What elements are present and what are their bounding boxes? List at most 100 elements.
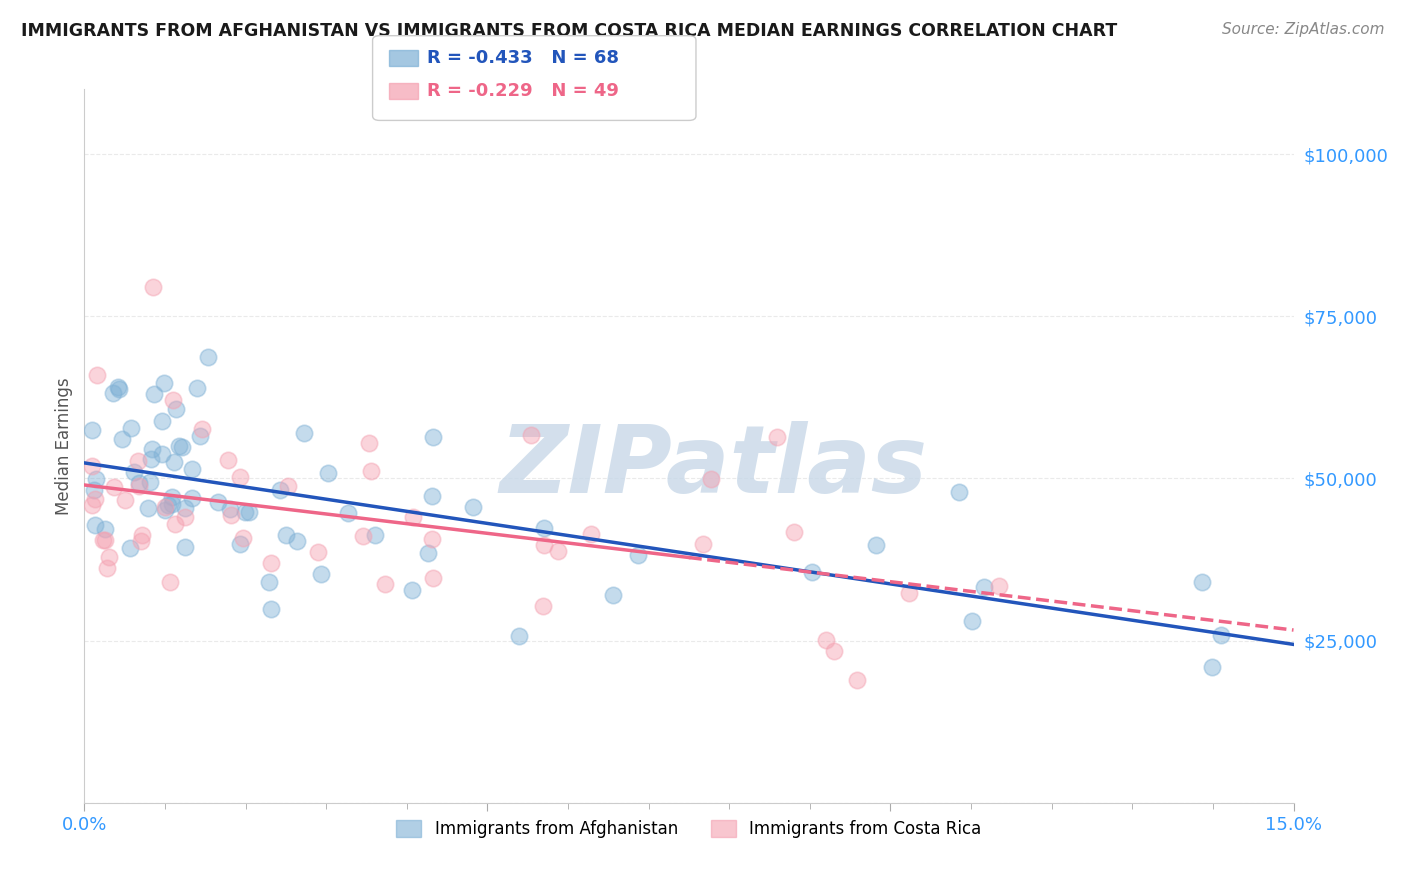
Point bbox=[91, 533, 114, 547]
Point bbox=[228, 470, 250, 484]
Point bbox=[103, 480, 125, 494]
Point bbox=[153, 500, 176, 514]
Text: Source: ZipAtlas.com: Source: ZipAtlas.com bbox=[1222, 22, 1385, 37]
Point bbox=[84, 518, 107, 533]
Point bbox=[846, 673, 869, 687]
Point bbox=[316, 466, 339, 480]
Point bbox=[422, 571, 444, 585]
Point bbox=[131, 528, 153, 542]
Point bbox=[219, 502, 242, 516]
Point bbox=[128, 475, 150, 490]
Point bbox=[217, 452, 239, 467]
Point bbox=[84, 472, 107, 486]
Point bbox=[153, 376, 176, 390]
Point bbox=[150, 447, 173, 461]
Point bbox=[174, 541, 197, 555]
Point bbox=[357, 436, 380, 450]
Point bbox=[360, 463, 382, 477]
Legend: Immigrants from Afghanistan, Immigrants from Costa Rica: Immigrants from Afghanistan, Immigrants … bbox=[389, 813, 988, 845]
Point bbox=[765, 430, 787, 444]
Point bbox=[533, 538, 555, 552]
Text: ZIPatlas: ZIPatlas bbox=[499, 421, 927, 514]
Text: R = -0.229   N = 49: R = -0.229 N = 49 bbox=[427, 82, 619, 100]
Point bbox=[96, 561, 118, 575]
Point bbox=[364, 528, 387, 542]
Point bbox=[260, 602, 283, 616]
Point bbox=[159, 574, 181, 589]
Point bbox=[292, 425, 315, 440]
Point bbox=[699, 472, 721, 486]
Point bbox=[160, 497, 183, 511]
Point bbox=[420, 532, 443, 546]
Point bbox=[180, 491, 202, 506]
Point bbox=[352, 529, 374, 543]
Point bbox=[82, 459, 104, 474]
Point bbox=[136, 501, 159, 516]
Point bbox=[172, 440, 194, 454]
Point bbox=[180, 462, 202, 476]
Point bbox=[108, 382, 131, 396]
Point bbox=[197, 350, 219, 364]
Point bbox=[103, 385, 125, 400]
Point bbox=[260, 556, 283, 570]
Point bbox=[960, 614, 983, 628]
Point bbox=[142, 387, 165, 401]
Point bbox=[988, 579, 1011, 593]
Point bbox=[229, 537, 252, 551]
Point bbox=[139, 475, 162, 489]
Point bbox=[238, 506, 260, 520]
Point bbox=[84, 492, 107, 507]
Point bbox=[898, 585, 921, 599]
Point bbox=[508, 630, 530, 644]
Point bbox=[533, 521, 555, 535]
Point bbox=[823, 644, 845, 658]
Point bbox=[191, 422, 214, 436]
Point bbox=[82, 499, 104, 513]
Point bbox=[274, 527, 297, 541]
Point bbox=[1201, 660, 1223, 674]
Point bbox=[402, 510, 425, 524]
Point bbox=[163, 517, 186, 532]
Point bbox=[1209, 628, 1232, 642]
Point bbox=[783, 524, 806, 539]
Point bbox=[531, 599, 554, 613]
Point bbox=[374, 577, 396, 591]
Point bbox=[948, 485, 970, 500]
Text: IMMIGRANTS FROM AFGHANISTAN VS IMMIGRANTS FROM COSTA RICA MEDIAN EARNINGS CORREL: IMMIGRANTS FROM AFGHANISTAN VS IMMIGRANT… bbox=[21, 22, 1118, 40]
Point bbox=[257, 574, 280, 589]
Point bbox=[162, 454, 184, 468]
Point bbox=[416, 546, 439, 560]
Point bbox=[815, 632, 838, 647]
Point bbox=[520, 428, 543, 442]
Point bbox=[547, 544, 569, 558]
Point bbox=[165, 402, 187, 417]
Point bbox=[160, 490, 183, 504]
Point bbox=[422, 429, 444, 443]
Point bbox=[120, 421, 142, 435]
Point bbox=[865, 538, 887, 552]
Point bbox=[94, 533, 117, 547]
Text: R = -0.433   N = 68: R = -0.433 N = 68 bbox=[427, 49, 620, 67]
Point bbox=[579, 526, 602, 541]
Point bbox=[97, 549, 120, 564]
Point bbox=[602, 588, 624, 602]
Point bbox=[973, 580, 995, 594]
Point bbox=[167, 439, 190, 453]
Point bbox=[309, 566, 332, 581]
Point bbox=[83, 483, 105, 497]
Point bbox=[157, 498, 180, 512]
Point bbox=[174, 509, 197, 524]
Point bbox=[269, 483, 291, 497]
Point bbox=[219, 508, 242, 522]
Point bbox=[307, 544, 329, 558]
Point bbox=[107, 380, 129, 394]
Point bbox=[801, 565, 824, 579]
Point bbox=[129, 533, 152, 548]
Point bbox=[277, 479, 299, 493]
Point bbox=[285, 533, 308, 548]
Point bbox=[1191, 575, 1213, 590]
Point bbox=[150, 414, 173, 428]
Point bbox=[162, 392, 184, 407]
Point bbox=[627, 548, 650, 562]
Point bbox=[118, 541, 141, 555]
